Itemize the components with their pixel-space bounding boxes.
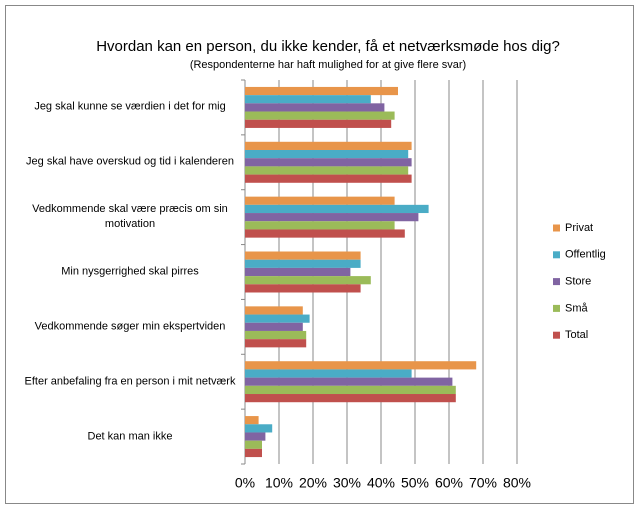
legend-swatch	[553, 331, 560, 339]
chart-title: Hvordan kan en person, du ikke kender, f…	[96, 38, 560, 55]
y-tick-label: Det kan man ikke	[87, 430, 173, 443]
legend-swatch	[553, 251, 560, 259]
bar	[245, 204, 429, 214]
bar	[245, 196, 395, 205]
x-tick-label: 10%	[265, 475, 293, 491]
bar	[245, 284, 361, 293]
bar	[245, 221, 395, 230]
legend-label: Offentlig	[565, 249, 606, 261]
bar	[245, 440, 262, 449]
bar	[245, 141, 412, 150]
bar	[245, 306, 303, 315]
bar	[245, 229, 405, 238]
bar	[245, 314, 310, 323]
bar	[245, 369, 412, 378]
bar	[245, 448, 262, 458]
legend-swatch	[553, 304, 560, 312]
legend-label: Privat	[565, 222, 593, 234]
bar	[245, 416, 259, 425]
bar	[245, 424, 273, 433]
x-tick-label: 70%	[469, 475, 497, 491]
x-tick-label: 20%	[299, 475, 327, 491]
y-tick-label: Vedkommende søger min ekspertviden	[34, 320, 226, 333]
bar	[245, 213, 419, 222]
bar	[245, 330, 307, 340]
bar	[245, 267, 351, 277]
x-tick-label: 80%	[503, 475, 531, 491]
x-tick-label: 0%	[235, 475, 255, 491]
bar	[245, 339, 307, 348]
legend-label: Store	[565, 276, 591, 288]
bar	[245, 174, 412, 183]
bar	[245, 149, 409, 159]
legend-swatch	[553, 224, 560, 232]
y-tick-label: Vedkommende skal være præcis om sin moti…	[32, 203, 228, 231]
bar	[245, 259, 361, 268]
y-tick-label: Jeg skal kunne se værdien i det for mig	[34, 100, 226, 113]
y-tick-label: Efter anbefaling fra en person i mit net…	[24, 375, 236, 388]
bar	[245, 158, 412, 167]
y-tick-label: Jeg skal have overskud og tid i kalender…	[26, 155, 234, 168]
legend-label: Total	[565, 329, 588, 341]
bar	[245, 111, 395, 120]
bar	[245, 103, 385, 112]
bar	[245, 322, 303, 331]
bar	[245, 166, 409, 175]
x-tick-label: 50%	[401, 475, 429, 491]
x-tick-label: 60%	[435, 475, 463, 491]
bar	[245, 251, 361, 260]
bar	[245, 276, 371, 285]
legend-swatch	[553, 278, 560, 286]
bar	[245, 432, 266, 441]
x-tick-label: 40%	[367, 475, 395, 491]
bar	[245, 385, 456, 395]
bar	[245, 394, 456, 403]
y-tick-label: Min nysgerrighed skal pirres	[61, 265, 199, 278]
x-tick-label: 30%	[333, 475, 361, 491]
legend-label: Små	[565, 302, 589, 314]
bar	[245, 86, 398, 96]
bar	[245, 361, 477, 370]
bar	[245, 119, 392, 128]
chart-subtitle: (Respondenterne har haft mulighed for at…	[190, 59, 466, 71]
bar	[245, 95, 371, 104]
bar	[245, 377, 453, 386]
